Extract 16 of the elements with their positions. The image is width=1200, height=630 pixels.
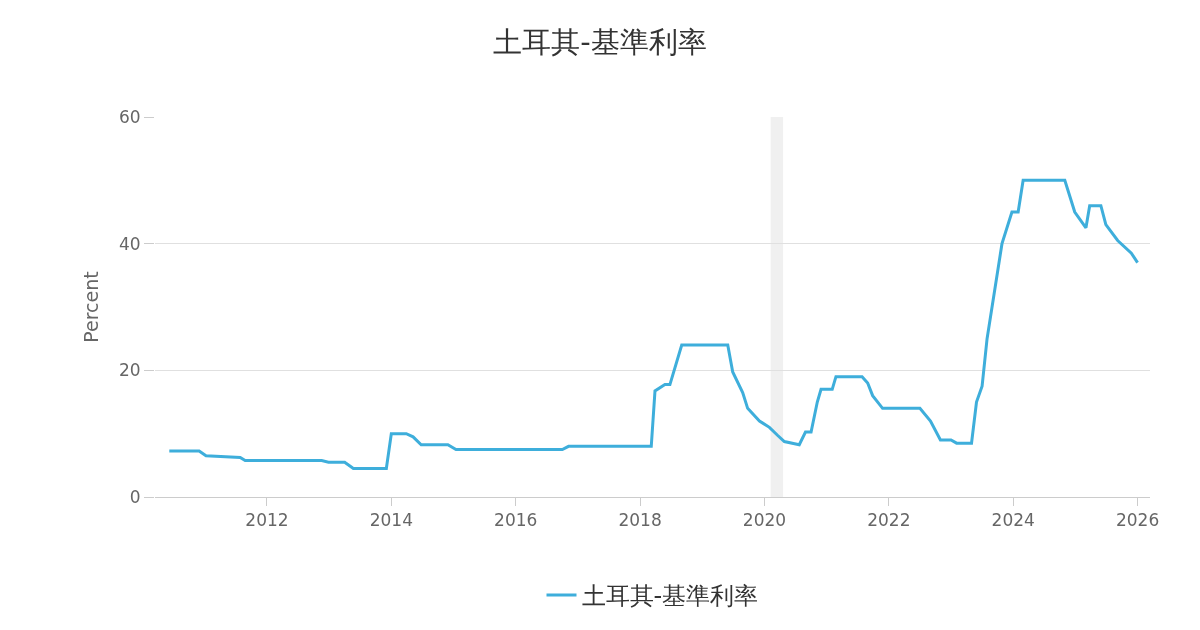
x-tick-label: 2026 [1115, 510, 1160, 531]
x-tick-label: 2014 [369, 510, 413, 531]
x-tick-label: 2012 [245, 510, 289, 531]
x-tick-label: 2022 [867, 510, 911, 531]
y-tick-label: 0 [129, 486, 141, 507]
y-tick-label: 60 [118, 106, 141, 127]
x-tick-label: 2024 [991, 510, 1035, 531]
x-tick-label: 2020 [742, 510, 787, 531]
y-tick-label: 40 [118, 233, 141, 254]
line-series [167, 178, 1140, 470]
chart-title: 土耳其-基準利率 [493, 24, 707, 59]
y-axis-title: Percent [79, 271, 102, 343]
x-tick-label: 2018 [618, 510, 662, 531]
x-tick-label: 2016 [494, 510, 538, 531]
legend-label: 土耳其-基準利率 [581, 582, 759, 611]
y-tick-label: 20 [118, 360, 141, 381]
